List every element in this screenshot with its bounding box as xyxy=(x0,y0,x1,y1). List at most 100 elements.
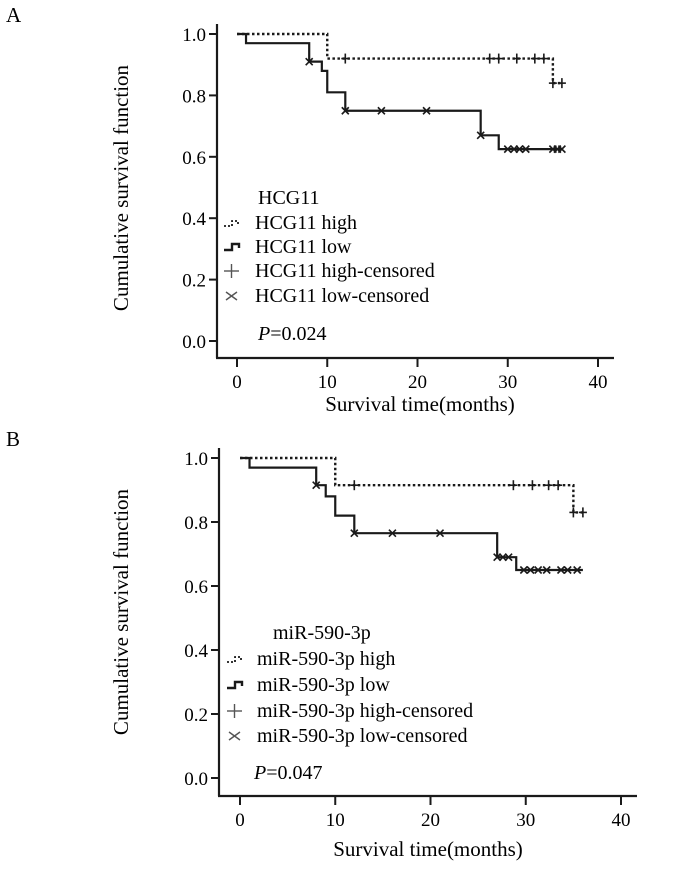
censor-plus-marker xyxy=(341,53,350,64)
censor-plus-marker xyxy=(544,480,553,491)
censor-plus-marker xyxy=(530,53,539,64)
p-label-a: P xyxy=(257,323,270,345)
censor-x-marker xyxy=(350,529,359,538)
p-value-b: P=0.047 xyxy=(253,762,323,784)
censor-x-marker xyxy=(504,553,513,562)
y-tick-label: 0.0 xyxy=(182,332,206,353)
x-axis-title-b: Survival time(months) xyxy=(333,837,523,861)
x-tick-label: 0 xyxy=(235,810,245,831)
y-tick-label: 0.2 xyxy=(182,271,206,292)
y-tick-label: 0.8 xyxy=(182,86,206,107)
censor-x-marker xyxy=(521,145,530,154)
legend-glyphs-b xyxy=(227,656,244,741)
censor-x-marker xyxy=(435,529,445,538)
p-number-a: =0.024 xyxy=(270,323,326,345)
panel-b: B Cumulative survival function Survival … xyxy=(6,427,637,861)
censor-x-marker xyxy=(519,565,528,575)
censor-x-marker xyxy=(542,565,551,575)
legend-entry-low-censored: miR-590-3p low-censored xyxy=(257,725,468,747)
p-value-a: P=0.024 xyxy=(257,323,327,345)
legend-solid-line-icon xyxy=(224,242,241,252)
low-group-curve xyxy=(237,32,562,151)
legend-b: miR-590-3p miR-590-3p high miR-590-3p lo… xyxy=(227,622,473,747)
y-tick-label: 1.0 xyxy=(184,449,208,470)
x-tick-label: 10 xyxy=(326,810,345,831)
y-tick-label: 0.4 xyxy=(182,209,206,230)
censor-plus-marker xyxy=(548,78,557,89)
censor-x-marker xyxy=(305,57,314,66)
p-label-b: P xyxy=(253,762,266,784)
legend-entry-high: HCG11 high xyxy=(255,212,357,234)
censor-plus-marker xyxy=(578,507,587,518)
censor-x-marker xyxy=(534,565,543,575)
censor-plus-marker xyxy=(569,507,578,518)
x-axis-title-a: Survival time(months) xyxy=(325,392,515,416)
high-group-curve xyxy=(240,456,583,514)
x-tick-label: 0 xyxy=(232,372,242,393)
y-tick-label: 0.0 xyxy=(184,769,208,790)
axes-b: 0.0 0.2 0.4 0.6 0.8 1.0 0 10 20 30 40 xyxy=(184,448,637,831)
legend-plus-icon xyxy=(224,264,239,278)
plot-marks-a xyxy=(237,32,566,154)
x-tick-label: 40 xyxy=(612,810,631,831)
legend-a: HCG11 HCG11 high HCG11 low HCG11 high-ce… xyxy=(224,187,435,307)
legend-cross-icon xyxy=(225,291,238,301)
x-tick-label: 20 xyxy=(421,810,440,831)
panel-a: A Cumulative survival function Survival … xyxy=(6,3,614,416)
legend-entry-low: HCG11 low xyxy=(255,236,352,258)
censor-x-marker xyxy=(388,529,397,538)
legend-entry-low-censored: HCG11 low-censored xyxy=(255,285,429,307)
censor-plus-marker xyxy=(509,480,518,491)
x-tick-label: 30 xyxy=(498,372,517,393)
y-tick-label: 0.6 xyxy=(182,148,206,169)
censor-plus-marker xyxy=(494,53,503,64)
x-tick-label: 40 xyxy=(589,372,608,393)
legend-dotted-line-icon xyxy=(224,220,239,227)
censor-x-marker xyxy=(341,106,350,115)
censor-x-marker xyxy=(515,145,524,154)
low-group-curve xyxy=(240,456,583,572)
panel-letter-b: B xyxy=(6,427,20,451)
y-tick-label: 0.2 xyxy=(184,705,208,726)
legend-entry-high-censored: miR-590-3p high-censored xyxy=(257,700,473,722)
censor-plus-marker xyxy=(557,78,566,89)
legend-solid-line-icon xyxy=(227,680,244,690)
censor-x-marker xyxy=(526,565,535,575)
y-tick-label: 0.6 xyxy=(184,577,208,598)
censor-x-marker xyxy=(476,131,485,140)
legend-entry-high: miR-590-3p high xyxy=(257,648,395,670)
x-tick-label: 30 xyxy=(516,810,535,831)
y-tick-label: 0.8 xyxy=(184,513,208,534)
y-axis-title-b: Cumulative survival function xyxy=(109,488,133,735)
x-tick-label: 10 xyxy=(318,372,337,393)
legend-cross-icon xyxy=(228,731,241,741)
legend-dotted-line-icon xyxy=(227,656,242,663)
x-tick-label: 20 xyxy=(408,372,427,393)
legend-plus-icon xyxy=(227,704,242,718)
y-axis-title-a: Cumulative survival function xyxy=(109,64,133,311)
legend-title-a: HCG11 xyxy=(258,187,319,209)
legend-glyphs-a xyxy=(224,220,241,301)
censor-plus-marker xyxy=(554,480,563,491)
censor-plus-marker xyxy=(528,480,537,491)
legend-entry-low: miR-590-3p low xyxy=(257,674,390,696)
legend-entry-high-censored: HCG11 high-censored xyxy=(255,260,435,282)
censor-x-marker xyxy=(503,145,512,154)
censor-plus-marker xyxy=(539,53,548,64)
censor-x-marker xyxy=(573,565,582,575)
censor-plus-marker xyxy=(485,53,494,64)
axes-a: 0.0 0.2 0.4 0.6 0.8 1.0 0 10 20 30 40 xyxy=(182,24,614,393)
y-tick-label: 0.4 xyxy=(184,641,208,662)
censor-plus-marker xyxy=(512,53,521,64)
p-number-b: =0.047 xyxy=(266,762,322,784)
legend-title-b: miR-590-3p xyxy=(273,622,371,644)
censor-x-marker xyxy=(422,106,431,115)
censor-plus-marker xyxy=(350,480,359,491)
panel-letter-a: A xyxy=(6,3,22,27)
censor-x-marker xyxy=(563,565,572,575)
censor-x-marker xyxy=(556,565,566,575)
censor-x-marker xyxy=(557,145,566,154)
censor-x-marker xyxy=(312,481,321,490)
y-tick-label: 1.0 xyxy=(182,25,206,46)
